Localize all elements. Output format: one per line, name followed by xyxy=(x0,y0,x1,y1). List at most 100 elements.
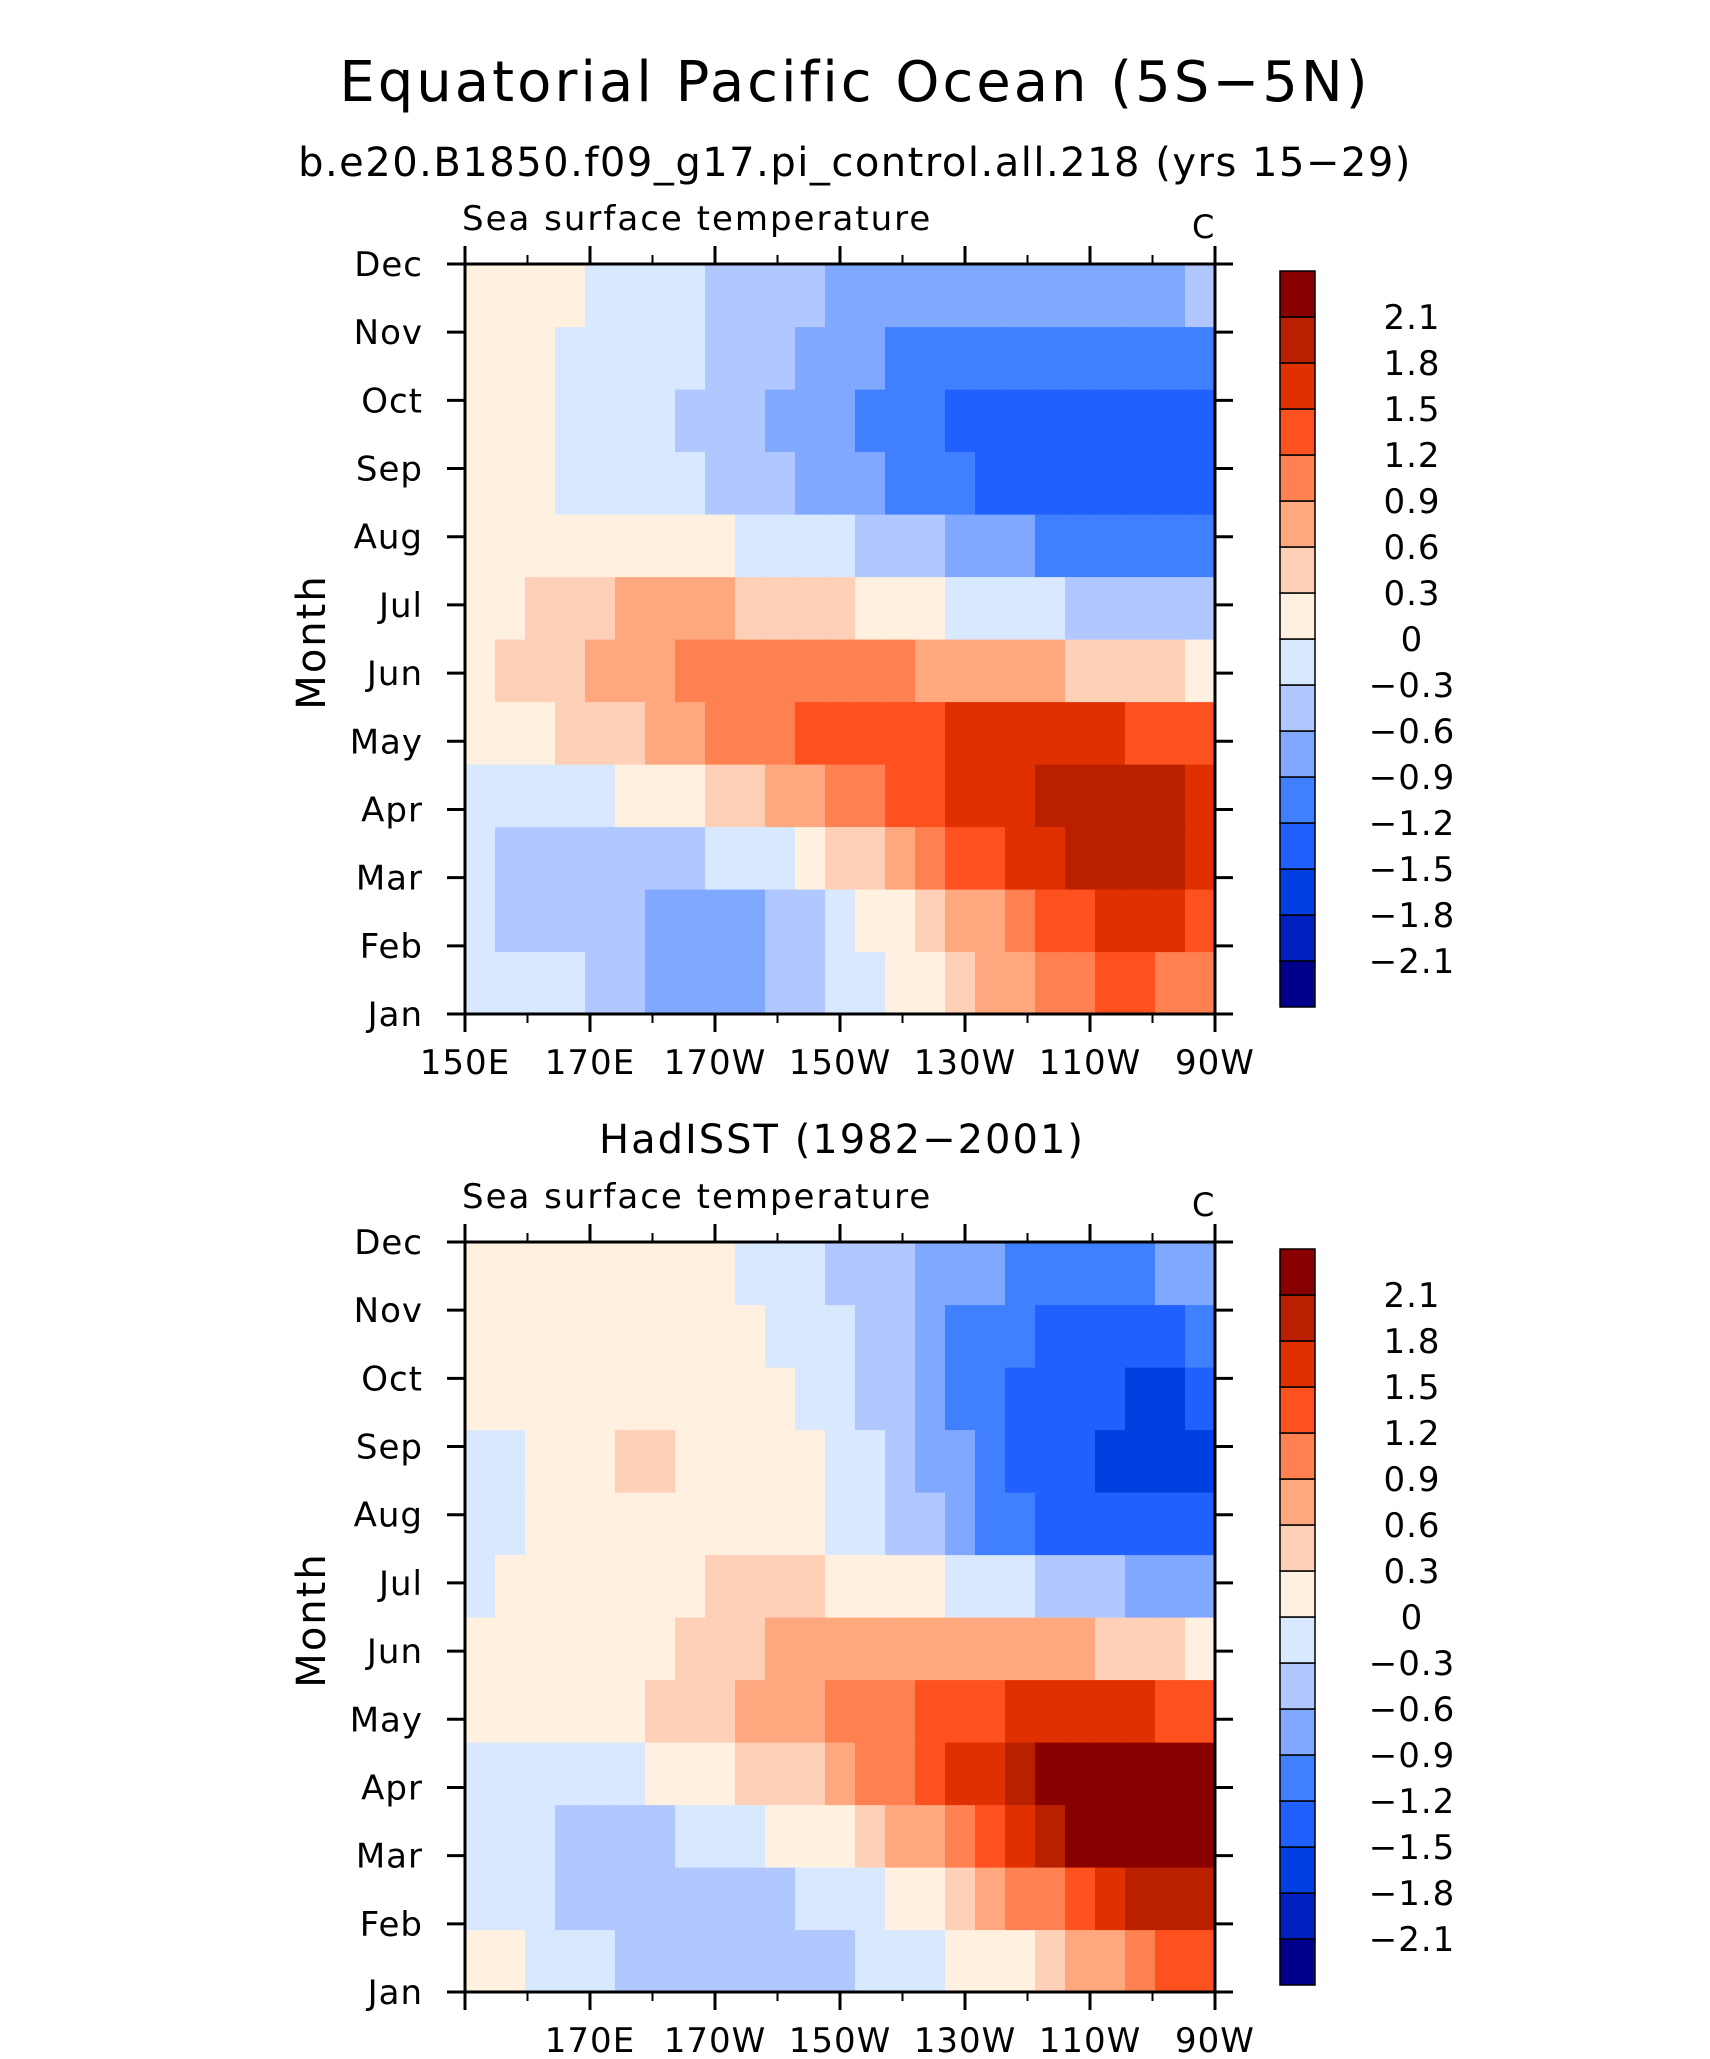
heatmap-cell xyxy=(1095,264,1126,328)
heatmap-cell xyxy=(1155,1304,1186,1368)
heatmap-cell xyxy=(765,764,796,828)
heatmap-cell xyxy=(555,1429,586,1493)
heatmap-cell xyxy=(975,1367,1006,1431)
heatmap-cell xyxy=(765,389,796,453)
panel-right-label: C xyxy=(1192,1186,1214,1224)
colorbar-label: 0.3 xyxy=(1383,1552,1440,1592)
heatmap-cell xyxy=(555,826,586,890)
heatmap-cell xyxy=(465,451,496,515)
heatmap-cell xyxy=(795,1242,826,1306)
heatmap-cell xyxy=(945,326,976,390)
heatmap-cell xyxy=(525,264,556,328)
heatmap-cell xyxy=(975,826,1006,890)
heatmap-cell xyxy=(1065,1617,1096,1681)
heatmap-cell xyxy=(765,639,796,703)
colorbar-label: −1.8 xyxy=(1369,1874,1456,1914)
colorbar-label: 1.2 xyxy=(1383,436,1440,476)
heatmap-cell xyxy=(615,1617,646,1681)
heatmap-cell xyxy=(585,514,616,578)
heatmap-cell xyxy=(885,826,916,890)
heatmap-cell xyxy=(795,451,826,515)
heatmap-cell xyxy=(885,1867,916,1931)
colorbar-label: −0.6 xyxy=(1369,712,1456,752)
colorbar-swatch xyxy=(1279,638,1316,686)
heatmap-cell xyxy=(795,1742,826,1806)
heatmap-cell xyxy=(705,1367,736,1431)
heatmap-cell xyxy=(1155,1429,1186,1493)
heatmap-cell xyxy=(555,1679,586,1743)
heatmap-cell xyxy=(1095,701,1126,765)
heatmap-cell xyxy=(555,1554,586,1618)
heatmap-cell xyxy=(855,1742,886,1806)
heatmap-cell xyxy=(795,1867,826,1931)
heatmap-cell xyxy=(915,1367,946,1431)
heatmap-cell xyxy=(765,1492,796,1556)
heatmap-cell xyxy=(1065,514,1096,578)
heatmap-cell xyxy=(645,826,676,890)
heatmap-cell xyxy=(885,1492,916,1556)
heatmap-cell xyxy=(975,951,1006,1015)
heatmap-cell xyxy=(525,826,556,890)
heatmap-cell xyxy=(645,1804,676,1868)
heatmap-cell xyxy=(975,764,1006,828)
colorbar-label: 0.6 xyxy=(1383,1506,1440,1546)
heatmap-cell xyxy=(885,639,916,703)
heatmap-cell xyxy=(795,1492,826,1556)
colorbar-label: 1.5 xyxy=(1383,390,1440,430)
colorbar-swatch xyxy=(1279,1386,1316,1434)
heatmap-cell xyxy=(1155,514,1186,578)
heatmap-cell xyxy=(795,701,826,765)
heatmap-cell xyxy=(855,889,886,953)
heatmap-cell xyxy=(1005,1429,1036,1493)
heatmap-cell xyxy=(465,1679,496,1743)
heatmap-cell xyxy=(735,1492,766,1556)
heatmap-cell xyxy=(675,1804,706,1868)
heatmap-cell xyxy=(1125,1554,1156,1618)
heatmap-cell xyxy=(495,389,526,453)
heatmap-cell xyxy=(585,826,616,890)
heatmap-cell xyxy=(585,951,616,1015)
heatmap-cell xyxy=(885,951,916,1015)
heatmap-cell xyxy=(555,389,586,453)
colorbar-label: 0 xyxy=(1401,620,1424,660)
heatmap-cell xyxy=(825,889,856,953)
heatmap-cell xyxy=(1065,1429,1096,1493)
heatmap-cell xyxy=(1185,826,1216,890)
heatmap-cell xyxy=(705,1429,736,1493)
heatmap-cell xyxy=(555,1867,586,1931)
heatmap-cell xyxy=(945,1742,976,1806)
heatmap-cell xyxy=(705,1304,736,1368)
heatmap-cell xyxy=(945,889,976,953)
heatmap-cell xyxy=(735,1742,766,1806)
heatmap-cell xyxy=(1035,1242,1066,1306)
colorbar-swatch xyxy=(1279,408,1316,456)
heatmap-cell xyxy=(1155,826,1186,890)
y-tick-labels: Jan Feb Mar Apr May Jun Jul Aug Sep Oct Nov Dec xyxy=(350,245,422,1035)
heatmap-cell xyxy=(525,1742,556,1806)
heatmap-cell xyxy=(705,1867,736,1931)
heatmap-cell xyxy=(495,451,526,515)
heatmap-cell xyxy=(795,826,826,890)
heatmap-cell xyxy=(735,1867,766,1931)
heatmap-cell xyxy=(615,1554,646,1618)
heatmap-cell xyxy=(495,326,526,390)
heatmap-cell xyxy=(825,701,856,765)
heatmap-cell xyxy=(795,389,826,453)
heatmap-cell xyxy=(555,639,586,703)
heatmap-cell xyxy=(465,1804,496,1868)
colorbar-swatch xyxy=(1279,1616,1316,1664)
colorbar-swatch xyxy=(1279,1340,1316,1388)
heatmap-cell xyxy=(615,389,646,453)
heatmap-cell xyxy=(525,1492,556,1556)
heatmap-cell xyxy=(1035,1742,1066,1806)
heatmap-cell xyxy=(645,389,676,453)
heatmap-cell xyxy=(735,451,766,515)
heatmap-cell xyxy=(915,701,946,765)
heatmap-cell xyxy=(795,1429,826,1493)
heatmap-cell xyxy=(1005,451,1036,515)
heatmap-cell xyxy=(855,451,886,515)
heatmap-cell xyxy=(1095,1554,1126,1618)
heatmap-cell xyxy=(975,264,1006,328)
heatmap-cell xyxy=(1185,1929,1216,1993)
heatmap-cell xyxy=(495,1304,526,1368)
